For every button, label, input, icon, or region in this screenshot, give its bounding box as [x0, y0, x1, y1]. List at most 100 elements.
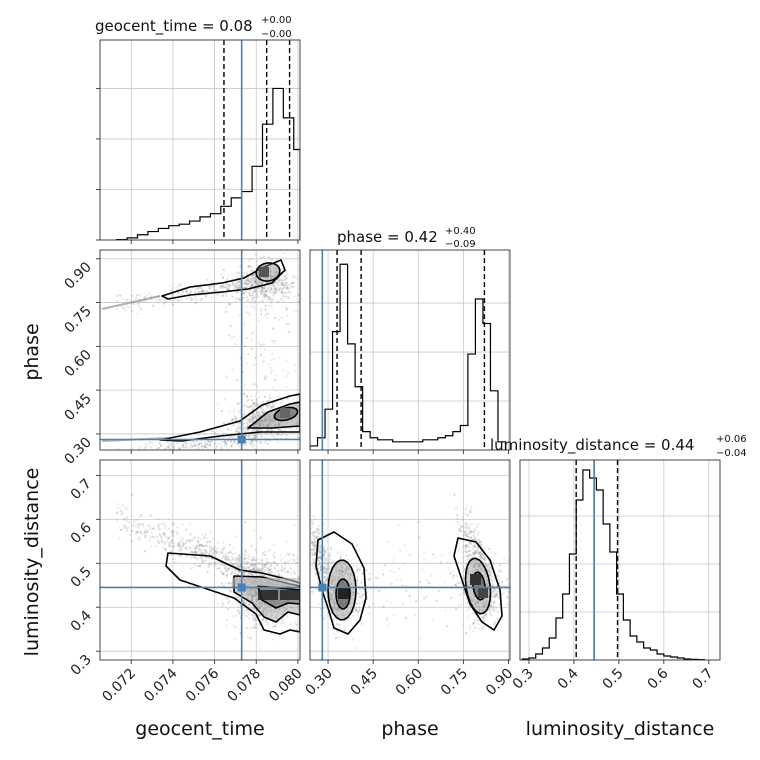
- sample-point: [274, 610, 277, 614]
- sample-point: [239, 556, 242, 559]
- sample-point: [280, 621, 283, 624]
- sample-point: [263, 293, 266, 296]
- sample-point: [237, 431, 241, 434]
- sample-point: [260, 567, 263, 570]
- sample-point: [270, 562, 273, 565]
- sample-point: [228, 581, 231, 584]
- sample-point: [324, 552, 327, 555]
- sample-point: [249, 257, 252, 260]
- sample-point: [184, 546, 187, 549]
- sample-point: [264, 613, 267, 616]
- sample-point: [259, 568, 263, 571]
- sample-point: [279, 559, 283, 562]
- sample-point: [255, 384, 259, 387]
- sample-point: [228, 551, 231, 555]
- sample-point: [253, 279, 257, 282]
- sample-point: [295, 623, 298, 626]
- sample-point: [325, 579, 328, 582]
- sample-point: [233, 286, 236, 289]
- sample-point: [272, 616, 275, 619]
- sample-point: [163, 523, 166, 526]
- sample-point: [272, 358, 275, 361]
- sample-point: [245, 336, 248, 339]
- sample-point: [354, 647, 357, 650]
- sample-point: [280, 567, 283, 570]
- sample-point: [244, 557, 247, 560]
- sample-point: [263, 395, 266, 398]
- sample-point: [476, 549, 480, 552]
- sample-point: [269, 406, 272, 409]
- sample-point: [361, 593, 364, 596]
- sample-point: [143, 550, 146, 553]
- sample-point: [279, 287, 282, 290]
- sample-point: [156, 447, 159, 450]
- sample-point: [209, 445, 212, 448]
- sample-point: [198, 543, 201, 546]
- sample-point: [257, 433, 260, 436]
- sample-point: [266, 561, 269, 564]
- sample-point: [270, 609, 273, 612]
- sample-point: [265, 294, 268, 297]
- sample-point: [203, 445, 207, 448]
- sample-point: [261, 564, 264, 567]
- sample-point: [403, 544, 406, 547]
- sample-point: [254, 288, 258, 291]
- sample-point: [264, 281, 267, 284]
- sample-point: [220, 409, 223, 413]
- sample-point: [260, 421, 263, 425]
- sample-point: [272, 288, 275, 291]
- sample-point: [293, 397, 296, 401]
- sample-point: [286, 615, 289, 619]
- sample-point: [259, 647, 262, 650]
- sample-point: [198, 291, 201, 294]
- sample-point: [176, 532, 179, 535]
- sample-point: [296, 420, 299, 423]
- sample-point: [200, 544, 203, 547]
- sample-point: [270, 419, 273, 422]
- sample-point: [275, 288, 278, 291]
- sample-point: [268, 291, 271, 294]
- sample-point: [332, 599, 335, 602]
- sample-point: [210, 296, 213, 299]
- sample-point: [491, 608, 494, 611]
- sample-point: [203, 536, 206, 540]
- sample-point: [237, 612, 241, 615]
- sample-point: [237, 557, 240, 561]
- sample-point: [265, 605, 269, 608]
- sample-point: [202, 545, 205, 548]
- sample-point: [146, 444, 149, 447]
- sample-point: [292, 275, 295, 278]
- sample-point: [283, 567, 286, 570]
- sample-point: [257, 272, 260, 275]
- sample-point: [274, 625, 277, 628]
- sample-point: [250, 594, 253, 597]
- sample-point: [217, 547, 220, 550]
- sample-point: [482, 616, 485, 620]
- sample-point: [224, 566, 227, 569]
- sample-point: [262, 424, 265, 427]
- sample-point: [274, 625, 277, 628]
- sample-point: [478, 606, 481, 610]
- sample-point: [234, 552, 237, 555]
- sample-point: [228, 284, 232, 287]
- sample-point: [138, 531, 141, 534]
- sample-point: [259, 281, 262, 284]
- sample-point: [137, 302, 140, 305]
- sample-point: [244, 550, 247, 553]
- sample-point: [262, 612, 265, 615]
- sample-point: [264, 420, 267, 423]
- sample-point: [248, 556, 251, 559]
- sample-point: [211, 551, 215, 554]
- sample-point: [276, 574, 279, 577]
- sample-point: [252, 606, 255, 609]
- sample-point: [265, 289, 268, 292]
- sample-point: [247, 281, 250, 284]
- sample-point: [269, 270, 272, 274]
- sample-point: [293, 363, 297, 366]
- sample-point: [247, 265, 250, 268]
- sample-point: [252, 402, 256, 405]
- sample-point: [242, 557, 245, 560]
- sample-point: [277, 284, 280, 287]
- sample-point: [496, 617, 499, 620]
- sample-point: [250, 339, 254, 342]
